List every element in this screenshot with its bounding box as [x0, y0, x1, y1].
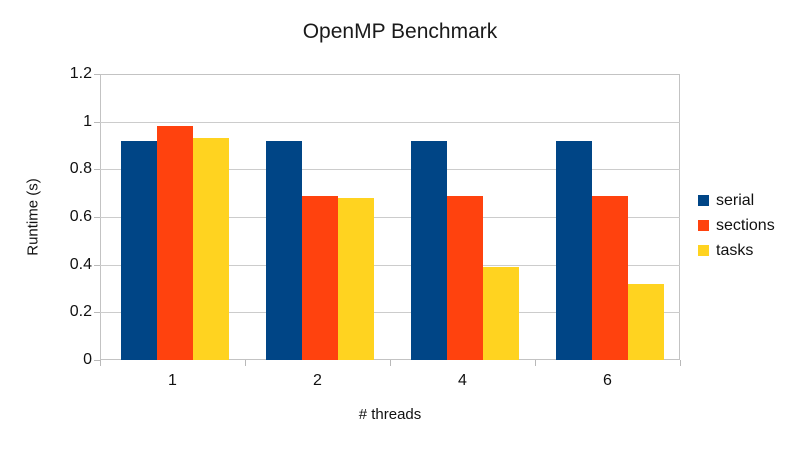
gridline-y-0.8 — [100, 169, 680, 170]
x-tick-mark-0 — [100, 360, 101, 366]
x-tick-mark-3 — [535, 360, 536, 366]
y-tick-label-0.8: 0.8 — [69, 160, 92, 177]
legend-swatch-tasks-icon — [698, 245, 709, 256]
gridline-y-0.6 — [100, 217, 680, 218]
y-tick-label-1.2: 1.2 — [69, 65, 92, 82]
bar-sections-threads-4 — [447, 196, 483, 360]
bar-sections-threads-6 — [592, 196, 628, 360]
y-tick-mark-0.2 — [94, 312, 100, 313]
legend-label-sections: sections — [716, 216, 775, 234]
x-category-label-4: 4 — [458, 372, 467, 389]
gridline-y-1 — [100, 122, 680, 123]
bar-sections-threads-2 — [302, 196, 338, 360]
bar-serial-threads-6 — [556, 141, 592, 360]
y-tick-mark-1.2 — [94, 74, 100, 75]
gridline-y-0.4 — [100, 265, 680, 266]
bar-serial-threads-1 — [121, 141, 157, 360]
legend-item-serial: serial — [698, 188, 775, 213]
bar-serial-threads-4 — [411, 141, 447, 360]
legend-label-tasks: tasks — [716, 241, 754, 259]
gridline-y-0.2 — [100, 312, 680, 313]
bar-tasks-threads-1 — [193, 138, 229, 360]
legend: serial sections tasks — [698, 188, 775, 263]
x-category-label-6: 6 — [603, 372, 612, 389]
y-tick-label-0: 0 — [83, 351, 92, 368]
y-tick-mark-1 — [94, 122, 100, 123]
legend-label-serial: serial — [716, 191, 755, 209]
x-tick-mark-2 — [390, 360, 391, 366]
y-tick-label-0.4: 0.4 — [69, 256, 92, 273]
y-tick-mark-0.4 — [94, 265, 100, 266]
legend-item-tasks: tasks — [698, 238, 775, 263]
legend-item-sections: sections — [698, 213, 775, 238]
bar-sections-threads-1 — [157, 126, 193, 360]
bar-serial-threads-2 — [266, 141, 302, 360]
y-tick-mark-0 — [94, 360, 100, 361]
x-category-label-2: 2 — [313, 372, 322, 389]
bar-tasks-threads-6 — [628, 284, 664, 360]
x-category-label-1: 1 — [168, 372, 177, 389]
legend-swatch-sections-icon — [698, 220, 709, 231]
x-tick-mark-4 — [680, 360, 681, 366]
y-tick-mark-0.8 — [94, 169, 100, 170]
x-tick-mark-1 — [245, 360, 246, 366]
chart-title: OpenMP Benchmark — [302, 20, 498, 43]
bar-tasks-threads-4 — [483, 267, 519, 360]
y-tick-label-0.6: 0.6 — [69, 208, 92, 225]
legend-swatch-serial-icon — [698, 195, 709, 206]
x-axis-title: # threads — [358, 406, 422, 423]
y-tick-label-0.2: 0.2 — [69, 303, 92, 320]
y-tick-mark-0.6 — [94, 217, 100, 218]
y-tick-label-1: 1 — [83, 113, 92, 130]
bar-tasks-threads-2 — [338, 198, 374, 360]
